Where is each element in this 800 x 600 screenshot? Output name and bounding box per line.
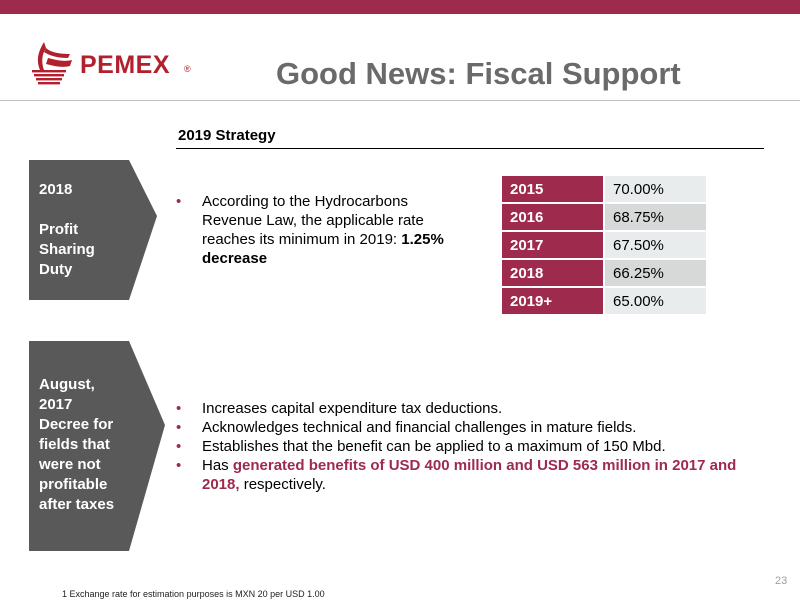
- table-row: 2016 68.75%: [502, 204, 706, 230]
- section-label-text: August, 2017 Decree for fields that were…: [39, 376, 115, 513]
- bullet-prefix: Has: [202, 457, 233, 474]
- bullet-text: According to the Hydrocarbons Revenue La…: [202, 193, 424, 248]
- year-cell: 2016: [502, 204, 603, 230]
- rate-cell: 66.25%: [603, 260, 706, 286]
- table-row: 2015 70.00%: [502, 176, 706, 202]
- section-label-decree-2017: August, 2017 Decree for fields that were…: [29, 341, 165, 551]
- list-item: Acknowledges technical and financial cha…: [176, 418, 756, 437]
- bullet-text: Establishes that the benefit can be appl…: [202, 438, 666, 455]
- section-label-text: 2018 Profit Sharing Duty: [39, 181, 95, 278]
- year-cell: 2017: [502, 232, 603, 258]
- decree-bullets: Increases capital expenditure tax deduct…: [176, 399, 756, 494]
- list-item: Has generated benefits of USD 400 millio…: [176, 456, 756, 494]
- table-row: 2017 67.50%: [502, 232, 706, 258]
- year-cell: 2018: [502, 260, 603, 286]
- strategy-heading: 2019 Strategy: [178, 127, 276, 144]
- list-item: Increases capital expenditure tax deduct…: [176, 399, 756, 418]
- strategy-divider: [176, 148, 764, 149]
- list-item: Establishes that the benefit can be appl…: [176, 437, 756, 456]
- bullet-highlight: generated benefits of USD 400 million an…: [202, 457, 737, 493]
- rate-cell: 65.00%: [603, 288, 706, 314]
- bullet-text: Acknowledges technical and financial cha…: [202, 419, 637, 436]
- section-label-profit-sharing-duty: 2018 Profit Sharing Duty: [29, 160, 157, 300]
- year-cell: 2015: [502, 176, 603, 202]
- footnote: 1 Exchange rate for estimation purposes …: [62, 589, 325, 599]
- pemex-logo: PEMEX ®: [30, 40, 200, 86]
- page-title: Good News: Fiscal Support: [276, 56, 681, 91]
- rate-cell: 67.50%: [603, 232, 706, 258]
- bullet-text: Increases capital expenditure tax deduct…: [202, 400, 503, 417]
- brand-name: PEMEX: [80, 51, 171, 79]
- eagle-logo-icon: [32, 42, 72, 85]
- page-number: 23: [775, 575, 788, 587]
- title-divider: [0, 100, 800, 101]
- list-item: According to the Hydrocarbons Revenue La…: [176, 192, 444, 268]
- table-row: 2019+ 65.00%: [502, 288, 706, 314]
- profit-sharing-bullets: According to the Hydrocarbons Revenue La…: [176, 192, 444, 268]
- bullet-emphasis: 1.25% decrease: [202, 231, 444, 267]
- rate-table: 2015 70.00% 2016 68.75% 2017 67.50% 2018…: [502, 174, 706, 316]
- top-accent-bar: [0, 0, 800, 14]
- year-cell: 2019+: [502, 288, 603, 314]
- rate-cell: 70.00%: [603, 176, 706, 202]
- registered-mark: ®: [184, 64, 191, 74]
- rate-cell: 68.75%: [603, 204, 706, 230]
- table-row: 2018 66.25%: [502, 260, 706, 286]
- bullet-suffix: respectively.: [239, 476, 326, 493]
